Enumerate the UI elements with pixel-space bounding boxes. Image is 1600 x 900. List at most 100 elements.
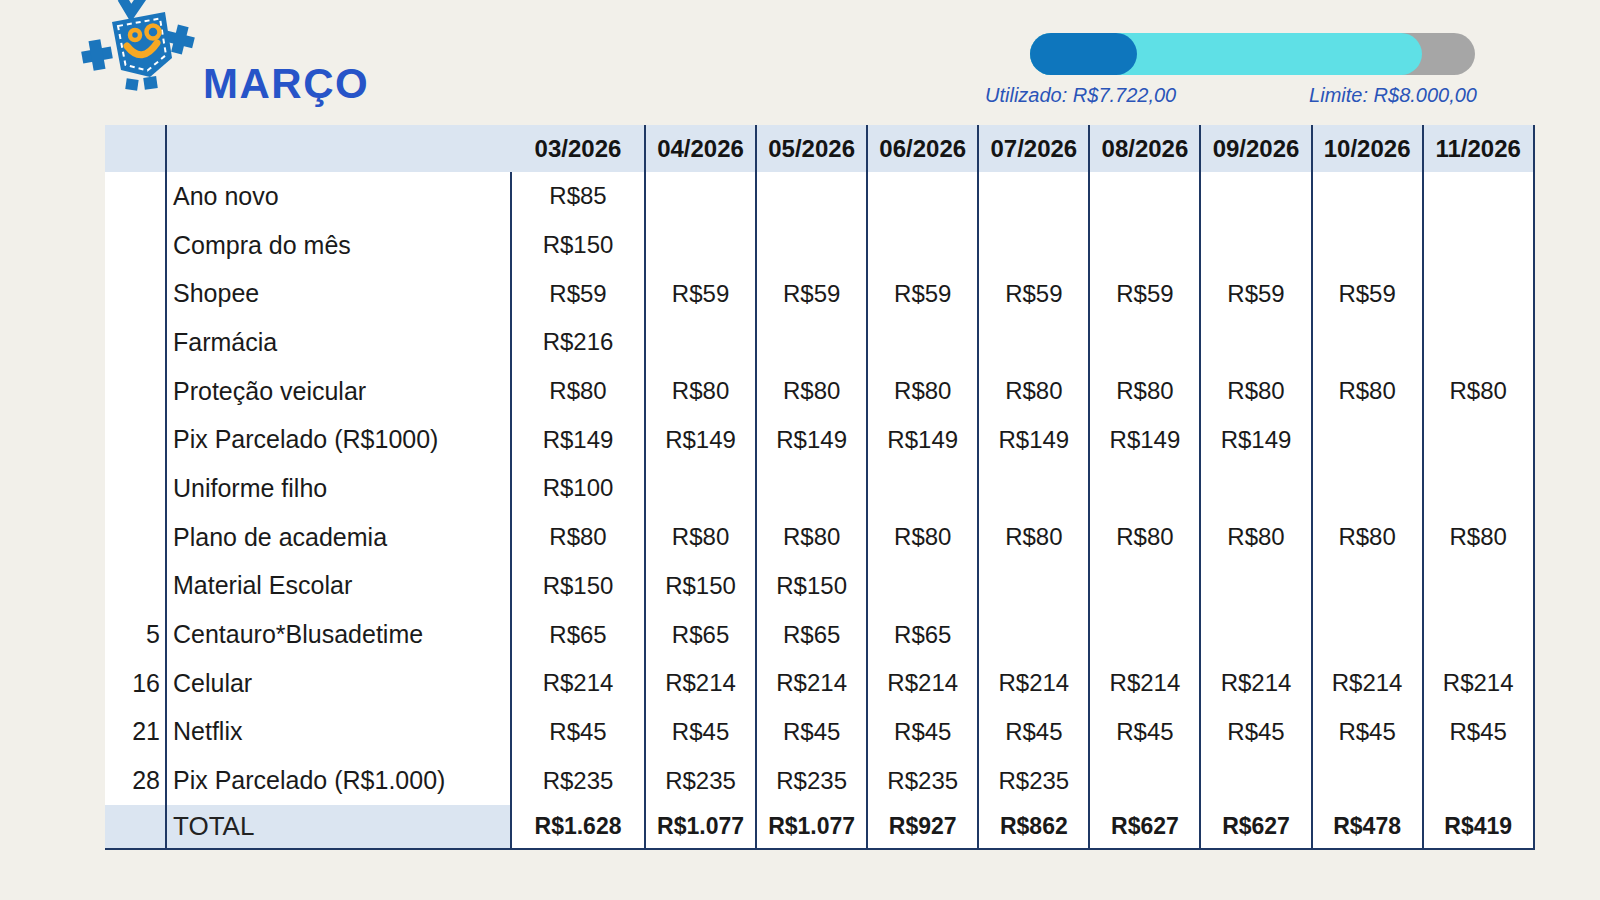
value-cell[interactable]: R$45 xyxy=(979,708,1090,757)
value-cell[interactable]: R$59 xyxy=(1090,269,1201,318)
value-cell[interactable]: R$45 xyxy=(1424,708,1535,757)
value-cell[interactable]: R$100 xyxy=(512,464,646,513)
day-cell[interactable]: 5 xyxy=(105,610,167,659)
value-cell[interactable]: R$65 xyxy=(868,610,979,659)
value-cell[interactable] xyxy=(757,172,868,221)
value-cell[interactable]: R$150 xyxy=(757,562,868,611)
value-cell[interactable] xyxy=(646,221,757,270)
value-cell[interactable]: R$150 xyxy=(646,562,757,611)
total-value-cell[interactable]: R$927 xyxy=(868,805,979,848)
value-cell[interactable] xyxy=(757,318,868,367)
month-header-cell[interactable]: 06/2026 xyxy=(868,125,979,172)
value-cell[interactable] xyxy=(979,318,1090,367)
day-cell[interactable] xyxy=(105,513,167,562)
month-header-cell[interactable]: 09/2026 xyxy=(1201,125,1312,172)
value-cell[interactable]: R$214 xyxy=(757,659,868,708)
value-cell[interactable]: R$214 xyxy=(646,659,757,708)
value-cell[interactable] xyxy=(1424,415,1535,464)
value-cell[interactable] xyxy=(1090,221,1201,270)
value-cell[interactable]: R$214 xyxy=(512,659,646,708)
total-value-cell[interactable]: R$627 xyxy=(1090,805,1201,848)
month-header-cell[interactable]: 07/2026 xyxy=(979,125,1090,172)
value-cell[interactable] xyxy=(1424,756,1535,805)
month-header-cell[interactable]: 03/2026 xyxy=(512,125,646,172)
value-cell[interactable]: R$45 xyxy=(1090,708,1201,757)
day-cell[interactable] xyxy=(105,464,167,513)
value-cell[interactable] xyxy=(868,221,979,270)
month-header-cell[interactable]: 08/2026 xyxy=(1090,125,1201,172)
value-cell[interactable] xyxy=(868,464,979,513)
value-cell[interactable]: R$235 xyxy=(646,756,757,805)
value-cell[interactable]: R$80 xyxy=(1313,513,1424,562)
value-cell[interactable]: R$149 xyxy=(512,415,646,464)
value-cell[interactable] xyxy=(1090,610,1201,659)
value-cell[interactable] xyxy=(646,464,757,513)
value-cell[interactable] xyxy=(1201,318,1312,367)
value-cell[interactable]: R$214 xyxy=(1313,659,1424,708)
value-cell[interactable] xyxy=(868,172,979,221)
day-cell[interactable] xyxy=(105,367,167,416)
day-cell[interactable]: 21 xyxy=(105,708,167,757)
value-cell[interactable]: R$59 xyxy=(757,269,868,318)
month-header-cell[interactable]: 04/2026 xyxy=(646,125,757,172)
value-cell[interactable]: R$80 xyxy=(868,367,979,416)
value-cell[interactable]: R$85 xyxy=(512,172,646,221)
value-cell[interactable]: R$80 xyxy=(646,367,757,416)
value-cell[interactable]: R$149 xyxy=(1090,415,1201,464)
value-cell[interactable] xyxy=(646,318,757,367)
value-cell[interactable]: R$45 xyxy=(868,708,979,757)
value-cell[interactable]: R$80 xyxy=(757,513,868,562)
day-cell[interactable] xyxy=(105,269,167,318)
value-cell[interactable]: R$80 xyxy=(979,367,1090,416)
value-cell[interactable] xyxy=(979,464,1090,513)
value-cell[interactable] xyxy=(1090,318,1201,367)
value-cell[interactable]: R$65 xyxy=(512,610,646,659)
value-cell[interactable] xyxy=(1201,221,1312,270)
value-cell[interactable] xyxy=(979,562,1090,611)
value-cell[interactable]: R$59 xyxy=(1313,269,1424,318)
total-value-cell[interactable]: R$478 xyxy=(1313,805,1424,848)
value-cell[interactable]: R$149 xyxy=(868,415,979,464)
value-cell[interactable] xyxy=(1090,464,1201,513)
month-header-cell[interactable]: 10/2026 xyxy=(1313,125,1424,172)
value-cell[interactable]: R$80 xyxy=(1313,367,1424,416)
value-cell[interactable] xyxy=(868,318,979,367)
value-cell[interactable]: R$214 xyxy=(868,659,979,708)
value-cell[interactable] xyxy=(1313,172,1424,221)
value-cell[interactable]: R$45 xyxy=(757,708,868,757)
value-cell[interactable] xyxy=(1201,756,1312,805)
day-cell[interactable] xyxy=(105,562,167,611)
value-cell[interactable]: R$150 xyxy=(512,221,646,270)
day-cell[interactable]: 28 xyxy=(105,756,167,805)
value-cell[interactable] xyxy=(979,610,1090,659)
total-value-cell[interactable]: R$1.077 xyxy=(757,805,868,848)
value-cell[interactable]: R$149 xyxy=(646,415,757,464)
day-cell[interactable] xyxy=(105,415,167,464)
row-label-cell[interactable]: Ano novo xyxy=(167,172,512,221)
value-cell[interactable] xyxy=(757,221,868,270)
row-label-cell[interactable]: Centauro*Blusadetime xyxy=(167,610,512,659)
value-cell[interactable]: R$80 xyxy=(1090,367,1201,416)
row-label-cell[interactable]: Plano de academia xyxy=(167,513,512,562)
total-value-cell[interactable]: R$1.077 xyxy=(646,805,757,848)
value-cell[interactable]: R$80 xyxy=(979,513,1090,562)
value-cell[interactable]: R$150 xyxy=(512,562,646,611)
value-cell[interactable] xyxy=(1313,318,1424,367)
total-value-cell[interactable]: R$419 xyxy=(1424,805,1535,848)
value-cell[interactable] xyxy=(1424,269,1535,318)
value-cell[interactable]: R$65 xyxy=(757,610,868,659)
value-cell[interactable]: R$214 xyxy=(979,659,1090,708)
value-cell[interactable] xyxy=(1313,610,1424,659)
value-cell[interactable] xyxy=(1424,610,1535,659)
value-cell[interactable] xyxy=(1201,464,1312,513)
row-label-cell[interactable]: Compra do mês xyxy=(167,221,512,270)
total-day-cell[interactable] xyxy=(105,805,167,848)
value-cell[interactable] xyxy=(1313,562,1424,611)
value-cell[interactable] xyxy=(868,562,979,611)
row-label-cell[interactable]: Uniforme filho xyxy=(167,464,512,513)
row-label-cell[interactable]: Pix Parcelado (R$1000) xyxy=(167,415,512,464)
value-cell[interactable]: R$59 xyxy=(646,269,757,318)
value-cell[interactable]: R$80 xyxy=(868,513,979,562)
value-cell[interactable]: R$80 xyxy=(1090,513,1201,562)
value-cell[interactable]: R$45 xyxy=(1313,708,1424,757)
